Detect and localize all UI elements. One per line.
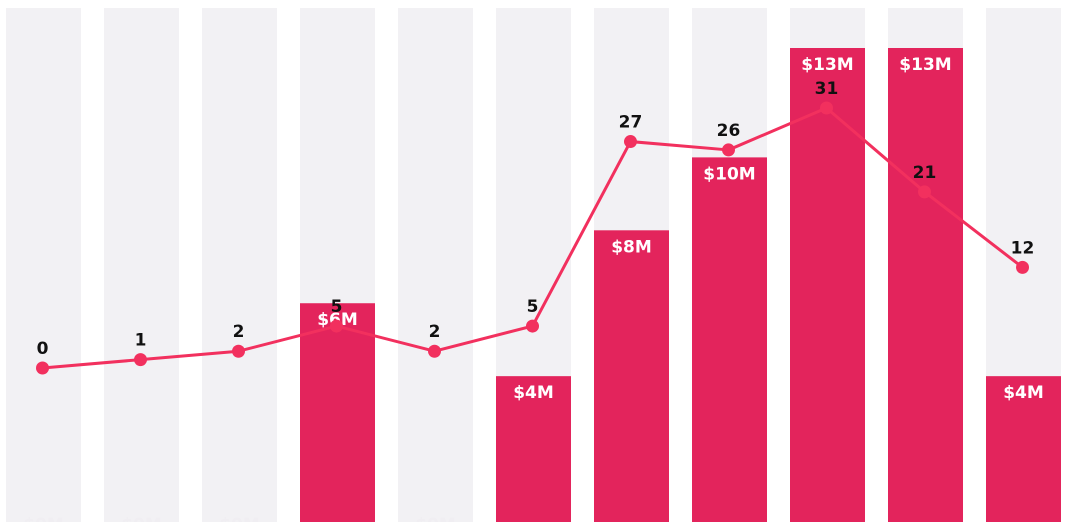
line-value-label: 21 [913,163,937,183]
bar[interactable] [790,48,865,522]
line-point[interactable] [232,344,245,358]
line-value-label: 12 [1011,238,1035,258]
bar-value-label: $4M [513,383,554,403]
bar[interactable] [692,157,767,522]
line-point[interactable] [526,319,539,333]
bar-value-label: $0M [219,515,260,522]
line-value-label: 1 [135,331,147,351]
line-value-label: 5 [331,297,343,317]
line-point[interactable] [36,361,49,375]
line-value-label: 2 [429,322,441,342]
bar-track [6,8,81,522]
bar-value-label: $0M [23,515,64,522]
bar-value-label: $13M [899,55,951,75]
line-value-label: 31 [815,79,839,99]
line-point[interactable] [820,101,833,115]
bar-value-label: $0M [121,515,162,522]
line-point[interactable] [134,353,147,367]
bar[interactable] [594,230,669,522]
bar[interactable] [496,376,571,522]
line-value-label: 0 [37,339,49,359]
line-point[interactable] [918,185,931,199]
bar[interactable] [888,48,963,522]
bar-value-label: $0M [415,515,456,522]
line-point[interactable] [1016,260,1029,274]
bar-value-label: $4M [1003,383,1044,403]
line-value-label: 27 [619,113,643,133]
line-value-label: 26 [717,121,741,141]
line-value-label: 5 [527,297,539,317]
bar-value-label: $13M [801,55,853,75]
bar-track [202,8,277,522]
bar-track [398,8,473,522]
bar-value-label: $8M [611,237,652,257]
line-point[interactable] [428,344,441,358]
bar[interactable] [986,376,1061,522]
bar-track [104,8,179,522]
line-point[interactable] [624,135,637,149]
line-point[interactable] [722,143,735,157]
line-point[interactable] [330,319,343,333]
bar-value-label: $10M [703,164,755,184]
bar[interactable] [300,303,375,522]
line-value-label: 2 [233,322,245,342]
